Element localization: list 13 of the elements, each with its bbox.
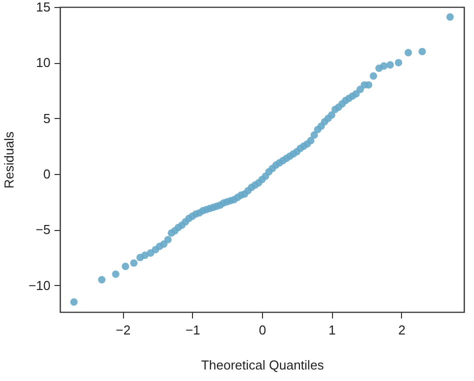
y-tick-label: 5 xyxy=(43,110,50,126)
x-axis-title: Theoretical Quantiles xyxy=(201,358,324,372)
y-axis-title: Residuals xyxy=(1,130,16,189)
x-tick-label: 2 xyxy=(398,322,406,338)
y-tick-label: −10 xyxy=(28,278,50,293)
y-tick-label: −5 xyxy=(36,222,50,238)
y-tick-label: 15 xyxy=(36,0,50,14)
y-tick-label: 10 xyxy=(36,55,50,70)
x-tick-label: 0 xyxy=(258,322,266,338)
x-tick-label: 1 xyxy=(328,322,336,338)
y-tick-label: 0 xyxy=(43,166,50,182)
x-tick-label: −1 xyxy=(185,322,200,338)
x-tick-label: −2 xyxy=(116,322,131,338)
